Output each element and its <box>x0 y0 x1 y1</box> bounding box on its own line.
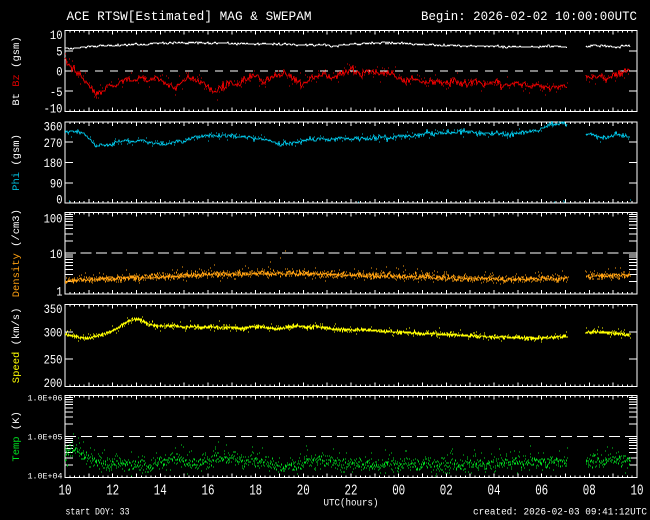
svg-text:10: 10 <box>631 483 644 500</box>
svg-text:0: 0 <box>56 194 62 208</box>
svg-text:Begin: 2026-02-02 10:00:00UTC: Begin: 2026-02-02 10:00:00UTC <box>421 9 637 24</box>
svg-text:350: 350 <box>44 303 63 317</box>
svg-text:180: 180 <box>44 157 63 171</box>
svg-text:20: 20 <box>297 483 310 500</box>
svg-text:100: 100 <box>44 213 63 227</box>
svg-text:16: 16 <box>202 483 215 500</box>
svg-text:270: 270 <box>44 137 63 151</box>
svg-text:Speed (km/s): Speed (km/s) <box>11 308 23 384</box>
svg-text:1: 1 <box>56 286 62 300</box>
svg-text:Phi (gsm): Phi (gsm) <box>11 134 23 191</box>
svg-text:10: 10 <box>50 248 63 262</box>
svg-text:1.0E+06: 1.0E+06 <box>28 394 63 403</box>
svg-text:1.0E+04: 1.0E+04 <box>28 472 63 481</box>
svg-text:Temp (K): Temp (K) <box>11 411 23 461</box>
svg-text:Density (/cm3): Density (/cm3) <box>11 209 23 297</box>
svg-text:start DOY: 33: start DOY: 33 <box>66 508 130 519</box>
svg-text:360: 360 <box>44 121 63 135</box>
svg-text:300: 300 <box>44 326 63 340</box>
svg-text:5: 5 <box>56 45 62 59</box>
svg-text:02: 02 <box>440 483 453 500</box>
svg-text:-5: -5 <box>50 86 63 100</box>
svg-text:Bt Bz (gsm): Bt Bz (gsm) <box>11 36 23 105</box>
svg-text:00: 00 <box>392 483 405 500</box>
svg-text:-10: -10 <box>44 103 63 117</box>
svg-text:12: 12 <box>106 483 119 500</box>
svg-text:22: 22 <box>345 483 358 500</box>
svg-text:created: 2026-02-03 09:41:12U: created: 2026-02-03 09:41:12UTC <box>473 507 647 519</box>
svg-text:10: 10 <box>50 29 63 43</box>
svg-text:18: 18 <box>249 483 262 500</box>
svg-text:90: 90 <box>50 177 63 191</box>
svg-text:ACE RTSW[Estimated] MAG & SWEP: ACE RTSW[Estimated] MAG & SWEPAM <box>67 9 312 24</box>
svg-text:08: 08 <box>583 483 596 500</box>
svg-text:04: 04 <box>488 483 501 500</box>
svg-text:1.0E+05: 1.0E+05 <box>28 433 63 442</box>
svg-text:UTC(hours): UTC(hours) <box>324 498 379 510</box>
svg-text:06: 06 <box>535 483 548 500</box>
svg-text:250: 250 <box>44 354 63 368</box>
svg-text:14: 14 <box>154 483 167 500</box>
svg-text:200: 200 <box>44 377 63 391</box>
svg-text:10: 10 <box>59 483 72 500</box>
svg-text:0: 0 <box>56 66 62 80</box>
